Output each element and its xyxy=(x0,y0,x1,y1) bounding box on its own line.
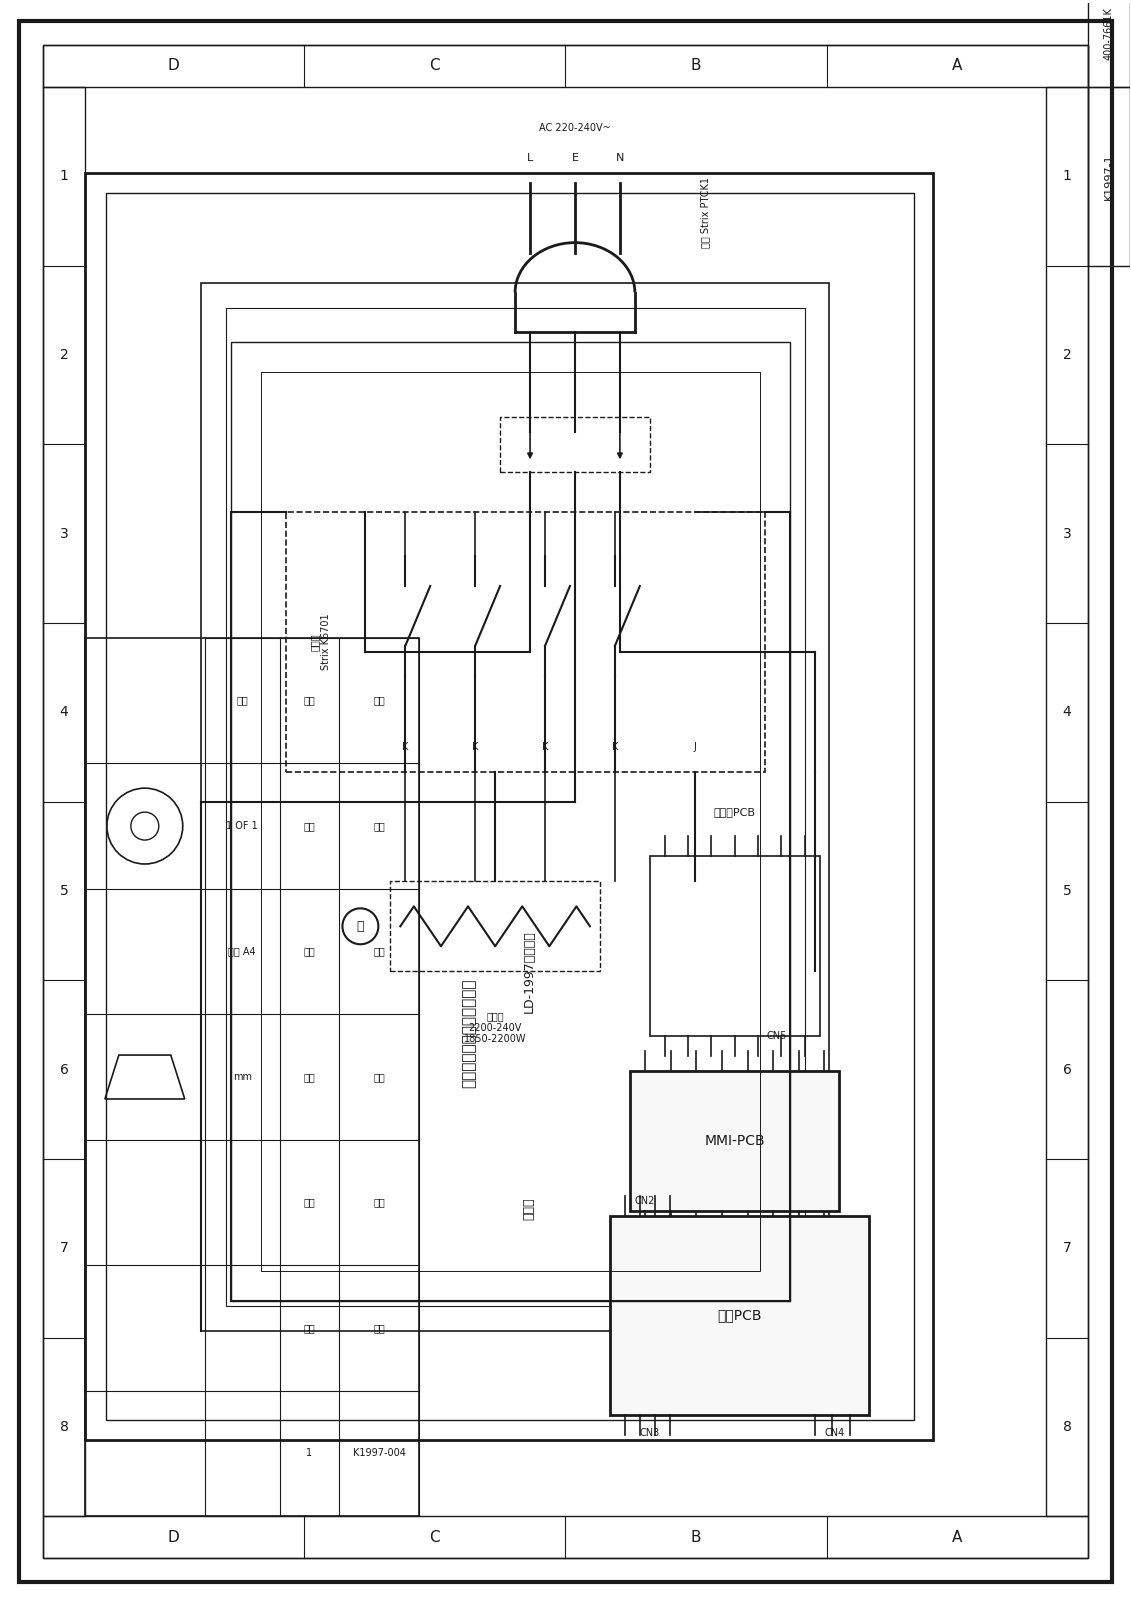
Text: 电器 A4: 电器 A4 xyxy=(228,947,256,957)
Text: 拟稿: 拟稿 xyxy=(303,947,316,957)
Bar xyxy=(1046,86,1088,1517)
Bar xyxy=(43,1517,1088,1558)
Bar xyxy=(226,307,804,1306)
Text: 日期: 日期 xyxy=(373,1323,386,1333)
Text: 6: 6 xyxy=(60,1062,68,1077)
Text: A: A xyxy=(952,1530,962,1544)
Text: MMI-PCB: MMI-PCB xyxy=(705,1134,765,1147)
Text: 6: 6 xyxy=(1063,1062,1071,1077)
Bar xyxy=(390,882,599,971)
Bar xyxy=(260,373,760,1270)
Bar xyxy=(285,512,765,771)
Bar xyxy=(610,1216,870,1416)
Bar xyxy=(1088,86,1130,266)
Text: CN5: CN5 xyxy=(767,1030,787,1042)
Text: 1: 1 xyxy=(1063,170,1071,184)
Text: 主控PCB: 主控PCB xyxy=(717,1309,762,1323)
Text: K: K xyxy=(612,742,618,752)
Text: 标准: 标准 xyxy=(303,1072,316,1082)
Text: 检查: 检查 xyxy=(303,696,316,706)
Bar xyxy=(205,638,420,1517)
Text: C: C xyxy=(430,59,440,74)
Text: C: C xyxy=(430,1530,440,1544)
Text: 7: 7 xyxy=(1063,1242,1071,1254)
Text: CN3: CN3 xyxy=(640,1429,661,1438)
Text: B: B xyxy=(691,1530,701,1544)
Bar xyxy=(85,173,933,1440)
Text: 4: 4 xyxy=(1063,706,1071,720)
Text: 日期: 日期 xyxy=(373,1072,386,1082)
Bar xyxy=(43,86,85,1517)
Text: LD-1997电热水壶: LD-1997电热水壶 xyxy=(523,930,536,1013)
Text: 7: 7 xyxy=(60,1242,68,1254)
Text: 1: 1 xyxy=(307,1448,312,1459)
Text: 5: 5 xyxy=(60,883,68,898)
Text: 3: 3 xyxy=(1063,526,1071,541)
Text: 1: 1 xyxy=(60,170,68,184)
Text: B: B xyxy=(691,59,701,74)
Text: K: K xyxy=(403,742,408,752)
Text: 插座 Strix PTCK1: 插座 Strix PTCK1 xyxy=(700,178,710,248)
Text: 品番: 品番 xyxy=(236,696,248,706)
Bar xyxy=(85,638,420,1517)
Text: ⏚: ⏚ xyxy=(356,920,364,933)
Text: 日期: 日期 xyxy=(373,1197,386,1208)
Text: 审定: 审定 xyxy=(303,1197,316,1208)
Text: D: D xyxy=(167,1530,180,1544)
Text: J: J xyxy=(693,742,697,752)
Text: CN4: CN4 xyxy=(824,1429,845,1438)
Text: 2: 2 xyxy=(1063,347,1071,362)
Text: K: K xyxy=(542,742,549,752)
Text: E: E xyxy=(571,154,578,163)
Text: K1997-1: K1997-1 xyxy=(1104,154,1114,200)
Text: 继电器
Strix K6701: 继电器 Strix K6701 xyxy=(310,613,331,670)
Text: 日期: 日期 xyxy=(373,821,386,830)
Bar xyxy=(43,45,1088,86)
Text: 2: 2 xyxy=(60,347,68,362)
Text: 日期: 日期 xyxy=(373,947,386,957)
Bar xyxy=(231,342,789,1301)
Text: mm: mm xyxy=(233,1072,251,1082)
Text: K1997-004: K1997-004 xyxy=(353,1448,406,1459)
Text: 感应软PCB: 感应软PCB xyxy=(714,806,756,816)
Text: 400-7661K: 400-7661K xyxy=(1104,6,1114,59)
Text: 8: 8 xyxy=(1063,1419,1071,1434)
Text: 审核: 审核 xyxy=(373,696,386,706)
Bar xyxy=(1088,0,1130,86)
Bar xyxy=(650,856,820,1037)
Text: 3: 3 xyxy=(60,526,68,541)
Text: 1 OF 1: 1 OF 1 xyxy=(226,821,258,830)
Text: 制图: 制图 xyxy=(303,821,316,830)
Bar xyxy=(106,192,914,1421)
Text: A: A xyxy=(952,59,962,74)
Text: AC 220-240V~: AC 220-240V~ xyxy=(539,123,611,133)
Bar xyxy=(630,1070,839,1211)
Text: 电路图: 电路图 xyxy=(523,1197,536,1221)
Text: K: K xyxy=(472,742,478,752)
Bar xyxy=(500,418,650,472)
Text: 8: 8 xyxy=(60,1419,68,1434)
Text: L: L xyxy=(527,154,533,163)
Text: 5: 5 xyxy=(1063,883,1071,898)
Text: 4: 4 xyxy=(60,706,68,720)
Bar xyxy=(200,283,829,1331)
Text: 山山山山保暖电器有限公司: 山山山山保暖电器有限公司 xyxy=(461,978,476,1088)
Text: D: D xyxy=(167,59,180,74)
Text: N: N xyxy=(615,154,624,163)
Text: 发热管
2200-240V
1850-2200W: 发热管 2200-240V 1850-2200W xyxy=(464,1011,526,1045)
Text: CN2: CN2 xyxy=(634,1195,655,1206)
Text: 核准: 核准 xyxy=(303,1323,316,1333)
